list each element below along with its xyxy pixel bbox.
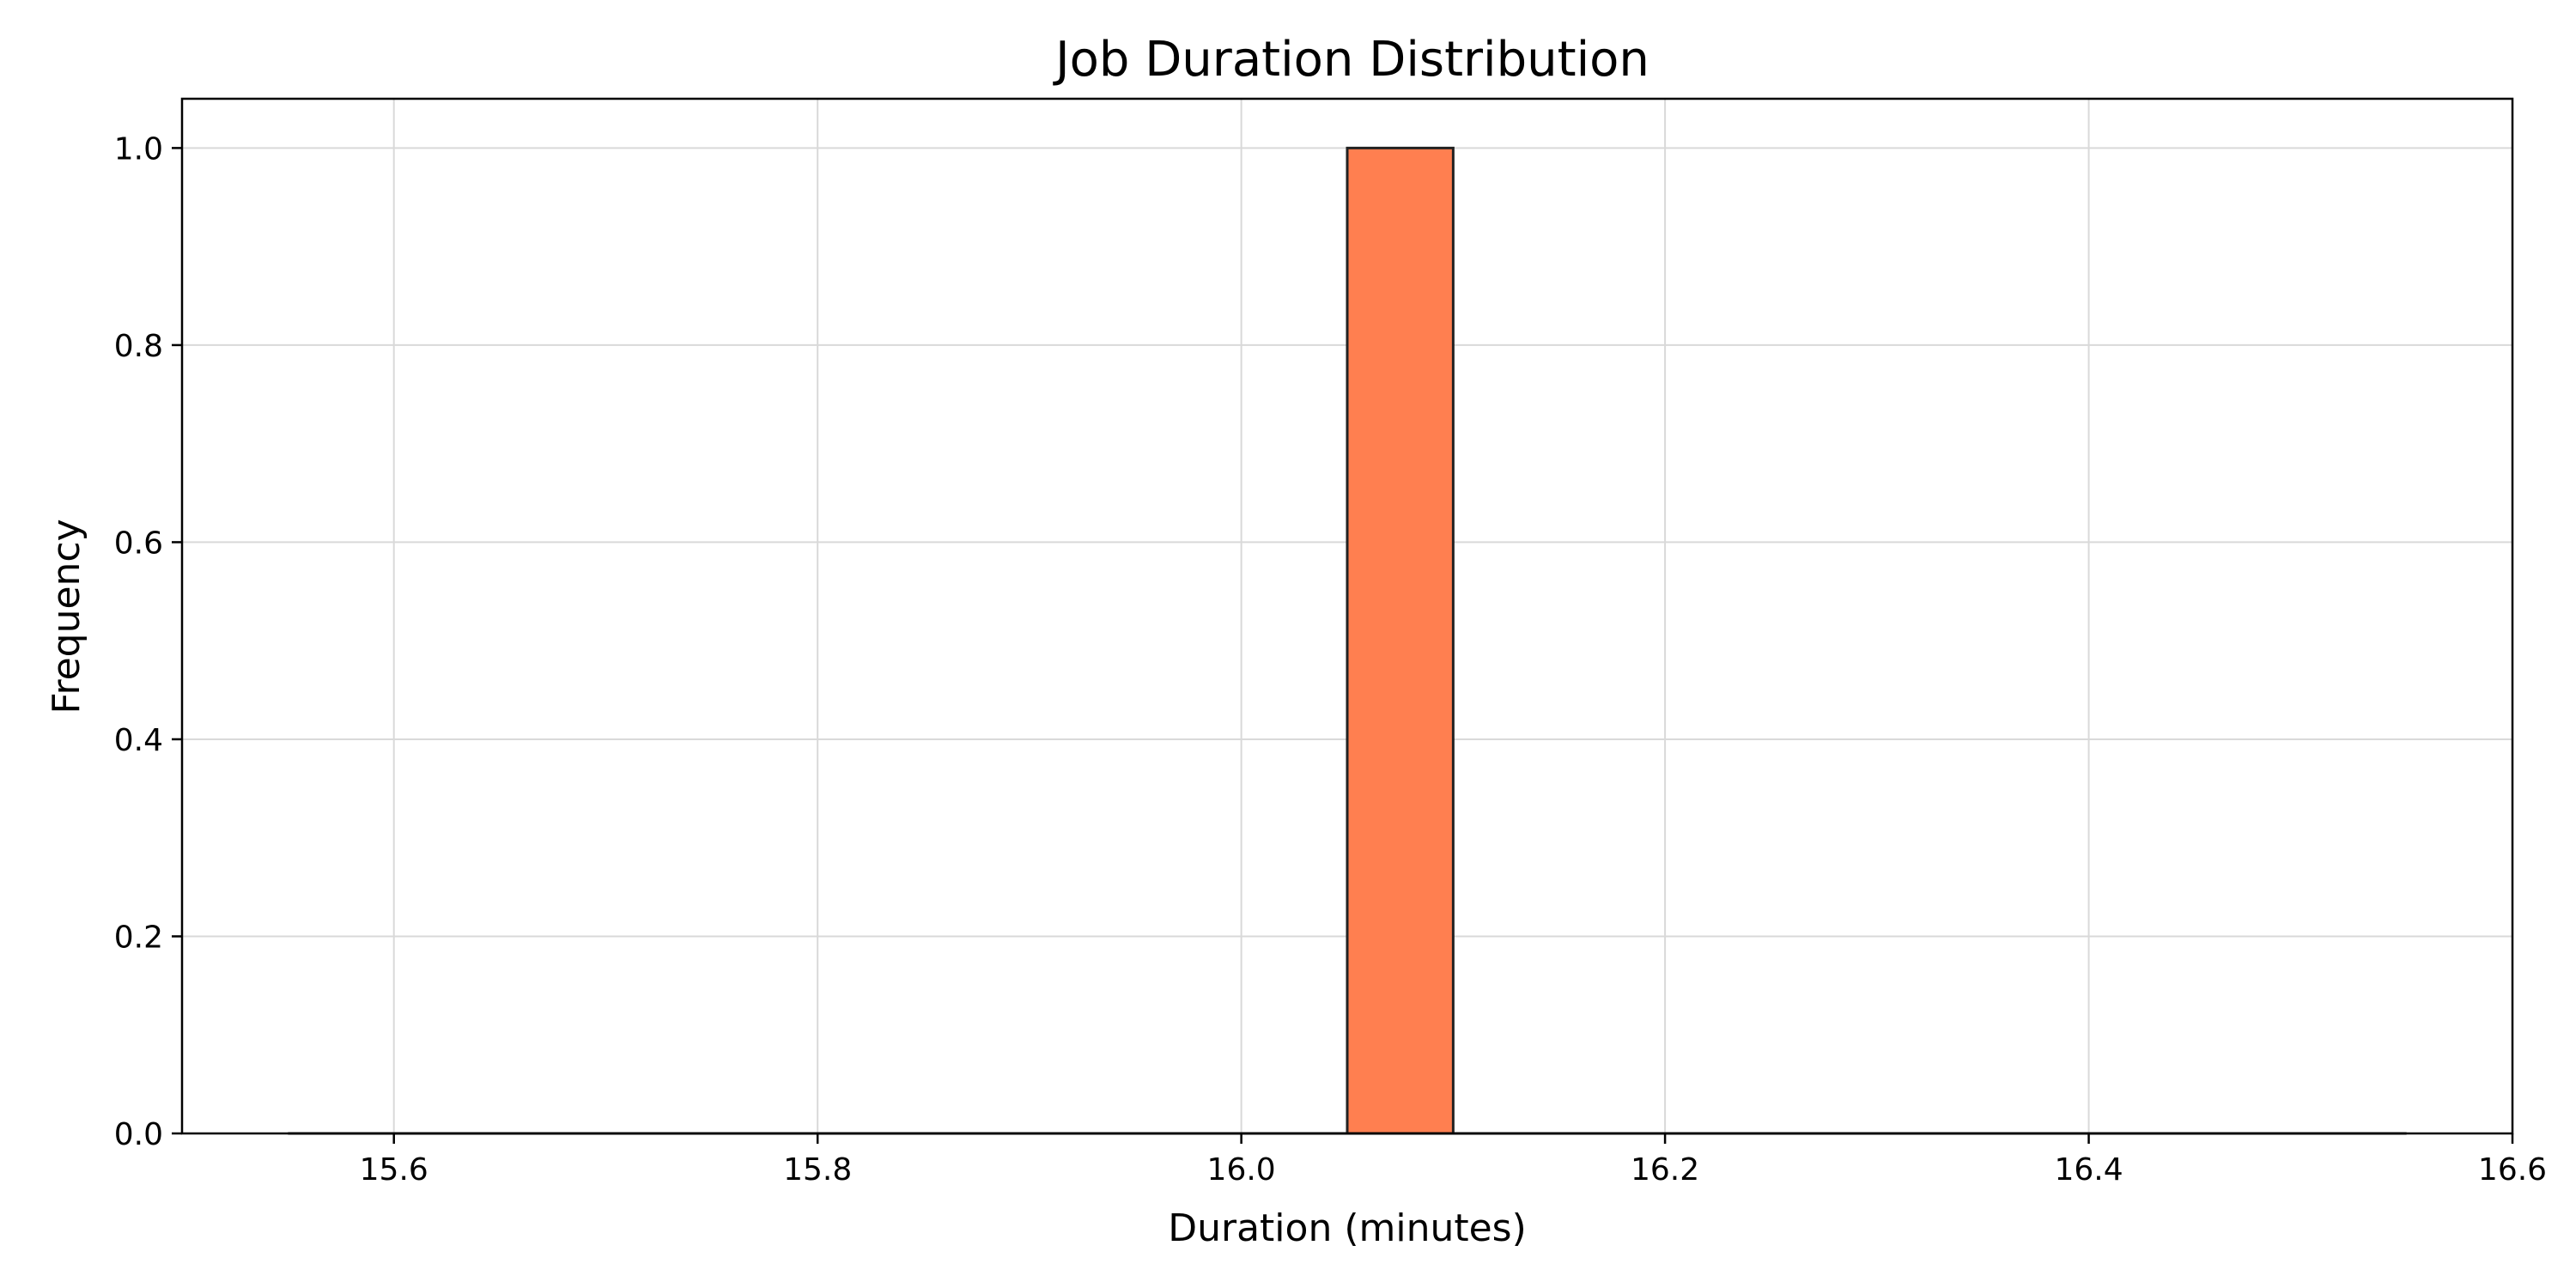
x-axis-label: Duration (minutes) xyxy=(1168,1206,1527,1250)
y-tick-label: 0.2 xyxy=(114,920,163,955)
x-tick-label: 16.6 xyxy=(2478,1152,2547,1188)
x-tick-label: 15.6 xyxy=(360,1152,428,1188)
histogram-bar xyxy=(1346,146,1455,1135)
y-tick-label: 0.8 xyxy=(114,329,163,364)
y-tick-label: 0.6 xyxy=(114,526,163,561)
y-tick-label: 1.0 xyxy=(114,131,163,167)
plot-frame xyxy=(180,97,2514,1135)
chart-title: Job Duration Distribution xyxy=(1053,32,1649,88)
x-tick-label: 16.0 xyxy=(1207,1152,1276,1188)
x-axis-ticks: 15.6 15.8 16.0 16.2 16.4 16.6 xyxy=(360,1133,2547,1188)
x-tick-label: 16.4 xyxy=(2054,1152,2123,1188)
x-tick-label: 16.2 xyxy=(1631,1152,1699,1188)
y-tick-label: 0.0 xyxy=(114,1117,163,1152)
x-tick-label: 15.8 xyxy=(783,1152,852,1188)
y-tick-label: 0.4 xyxy=(114,723,163,758)
y-axis-label: Frequency xyxy=(45,519,88,714)
y-axis-ticks: 0.0 0.2 0.4 0.6 0.8 1.0 xyxy=(114,131,182,1152)
histogram-bars xyxy=(1346,146,1455,1135)
